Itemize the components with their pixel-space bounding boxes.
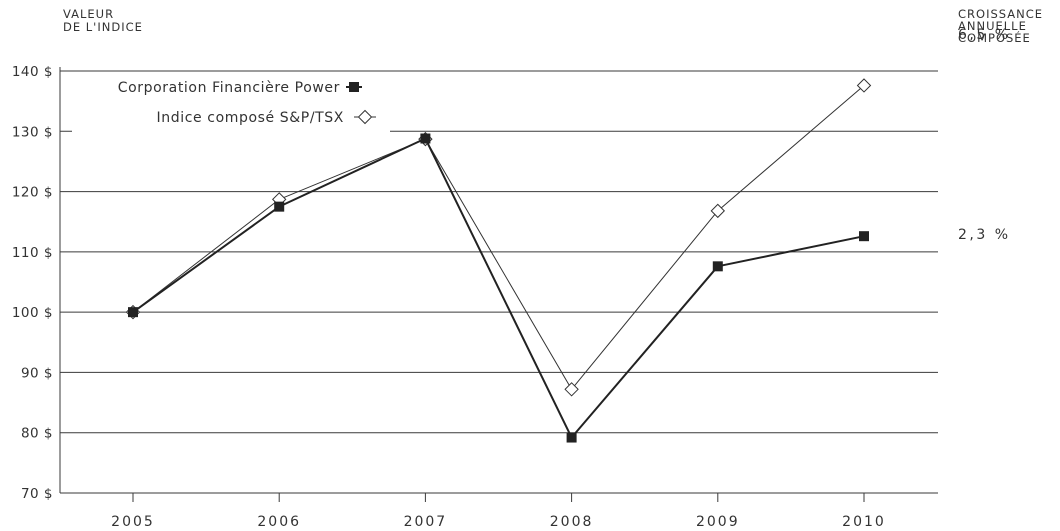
- y-tick-label: 80 $: [21, 426, 53, 442]
- marker-index: [564, 382, 579, 397]
- series-layer: [125, 78, 872, 443]
- y-axis-title-line1: VALEUR: [63, 7, 115, 21]
- x-tick-label: 2005: [111, 514, 155, 530]
- y-tick-label: 70 $: [21, 486, 53, 502]
- gridlines: [60, 70, 938, 434]
- legend-marker-index: [357, 109, 373, 125]
- legend-background: [72, 72, 390, 134]
- y-axis-title: VALEUR DE L'INDICE: [63, 8, 143, 34]
- y-axis-title-line2: DE L'INDICE: [63, 20, 143, 34]
- x-tick-label: 2009: [696, 514, 740, 530]
- axes: 70 $ 80 $ 90 $ 100 $ 110 $ 120 $ 130 $ 140 $ 200…: [12, 64, 938, 530]
- cagr-value-power: 2,3 %: [958, 227, 1011, 244]
- marker-power: [712, 261, 723, 272]
- legend-label-power: Corporation Financière Power: [118, 80, 340, 96]
- x-tick-label: 2007: [404, 514, 448, 530]
- marker-power: [274, 201, 285, 212]
- x-tick-label: 2006: [257, 514, 301, 530]
- x-tick-label: 2008: [550, 514, 594, 530]
- y-tick-label: 90 $: [21, 365, 53, 381]
- cagr-header: CROISSANCE ANNUELLE COMPOSÉE: [958, 8, 1043, 44]
- y-tick-label: 140 $: [12, 64, 53, 80]
- marker-power: [420, 133, 431, 144]
- marker-power: [128, 307, 138, 318]
- cagr-header-line2: ANNUELLE: [958, 19, 1027, 33]
- y-tick-label: 100 $: [12, 305, 53, 321]
- cagr-header-line1: CROISSANCE: [958, 7, 1044, 21]
- cagr-header-line3: COMPOSÉE: [958, 31, 1031, 45]
- cagr-value-index: 6,5 %: [958, 27, 1011, 44]
- legend: Corporation Financière Power Indice comp…: [72, 72, 390, 134]
- y-tick-label: 120 $: [12, 185, 53, 201]
- marker-index: [710, 203, 726, 219]
- marker-power: [859, 231, 869, 242]
- y-tick-label: 130 $: [12, 124, 53, 140]
- legend-marker-power: [349, 82, 359, 92]
- line-index: [132, 85, 865, 390]
- marker-power: [566, 432, 577, 443]
- x-tick-label: 2010: [842, 514, 886, 530]
- y-tick-label: 110 $: [12, 245, 53, 261]
- line-power: [132, 137, 865, 439]
- marker-index: [856, 78, 872, 93]
- legend-label-index: Indice composé S&P/TSX: [157, 110, 344, 126]
